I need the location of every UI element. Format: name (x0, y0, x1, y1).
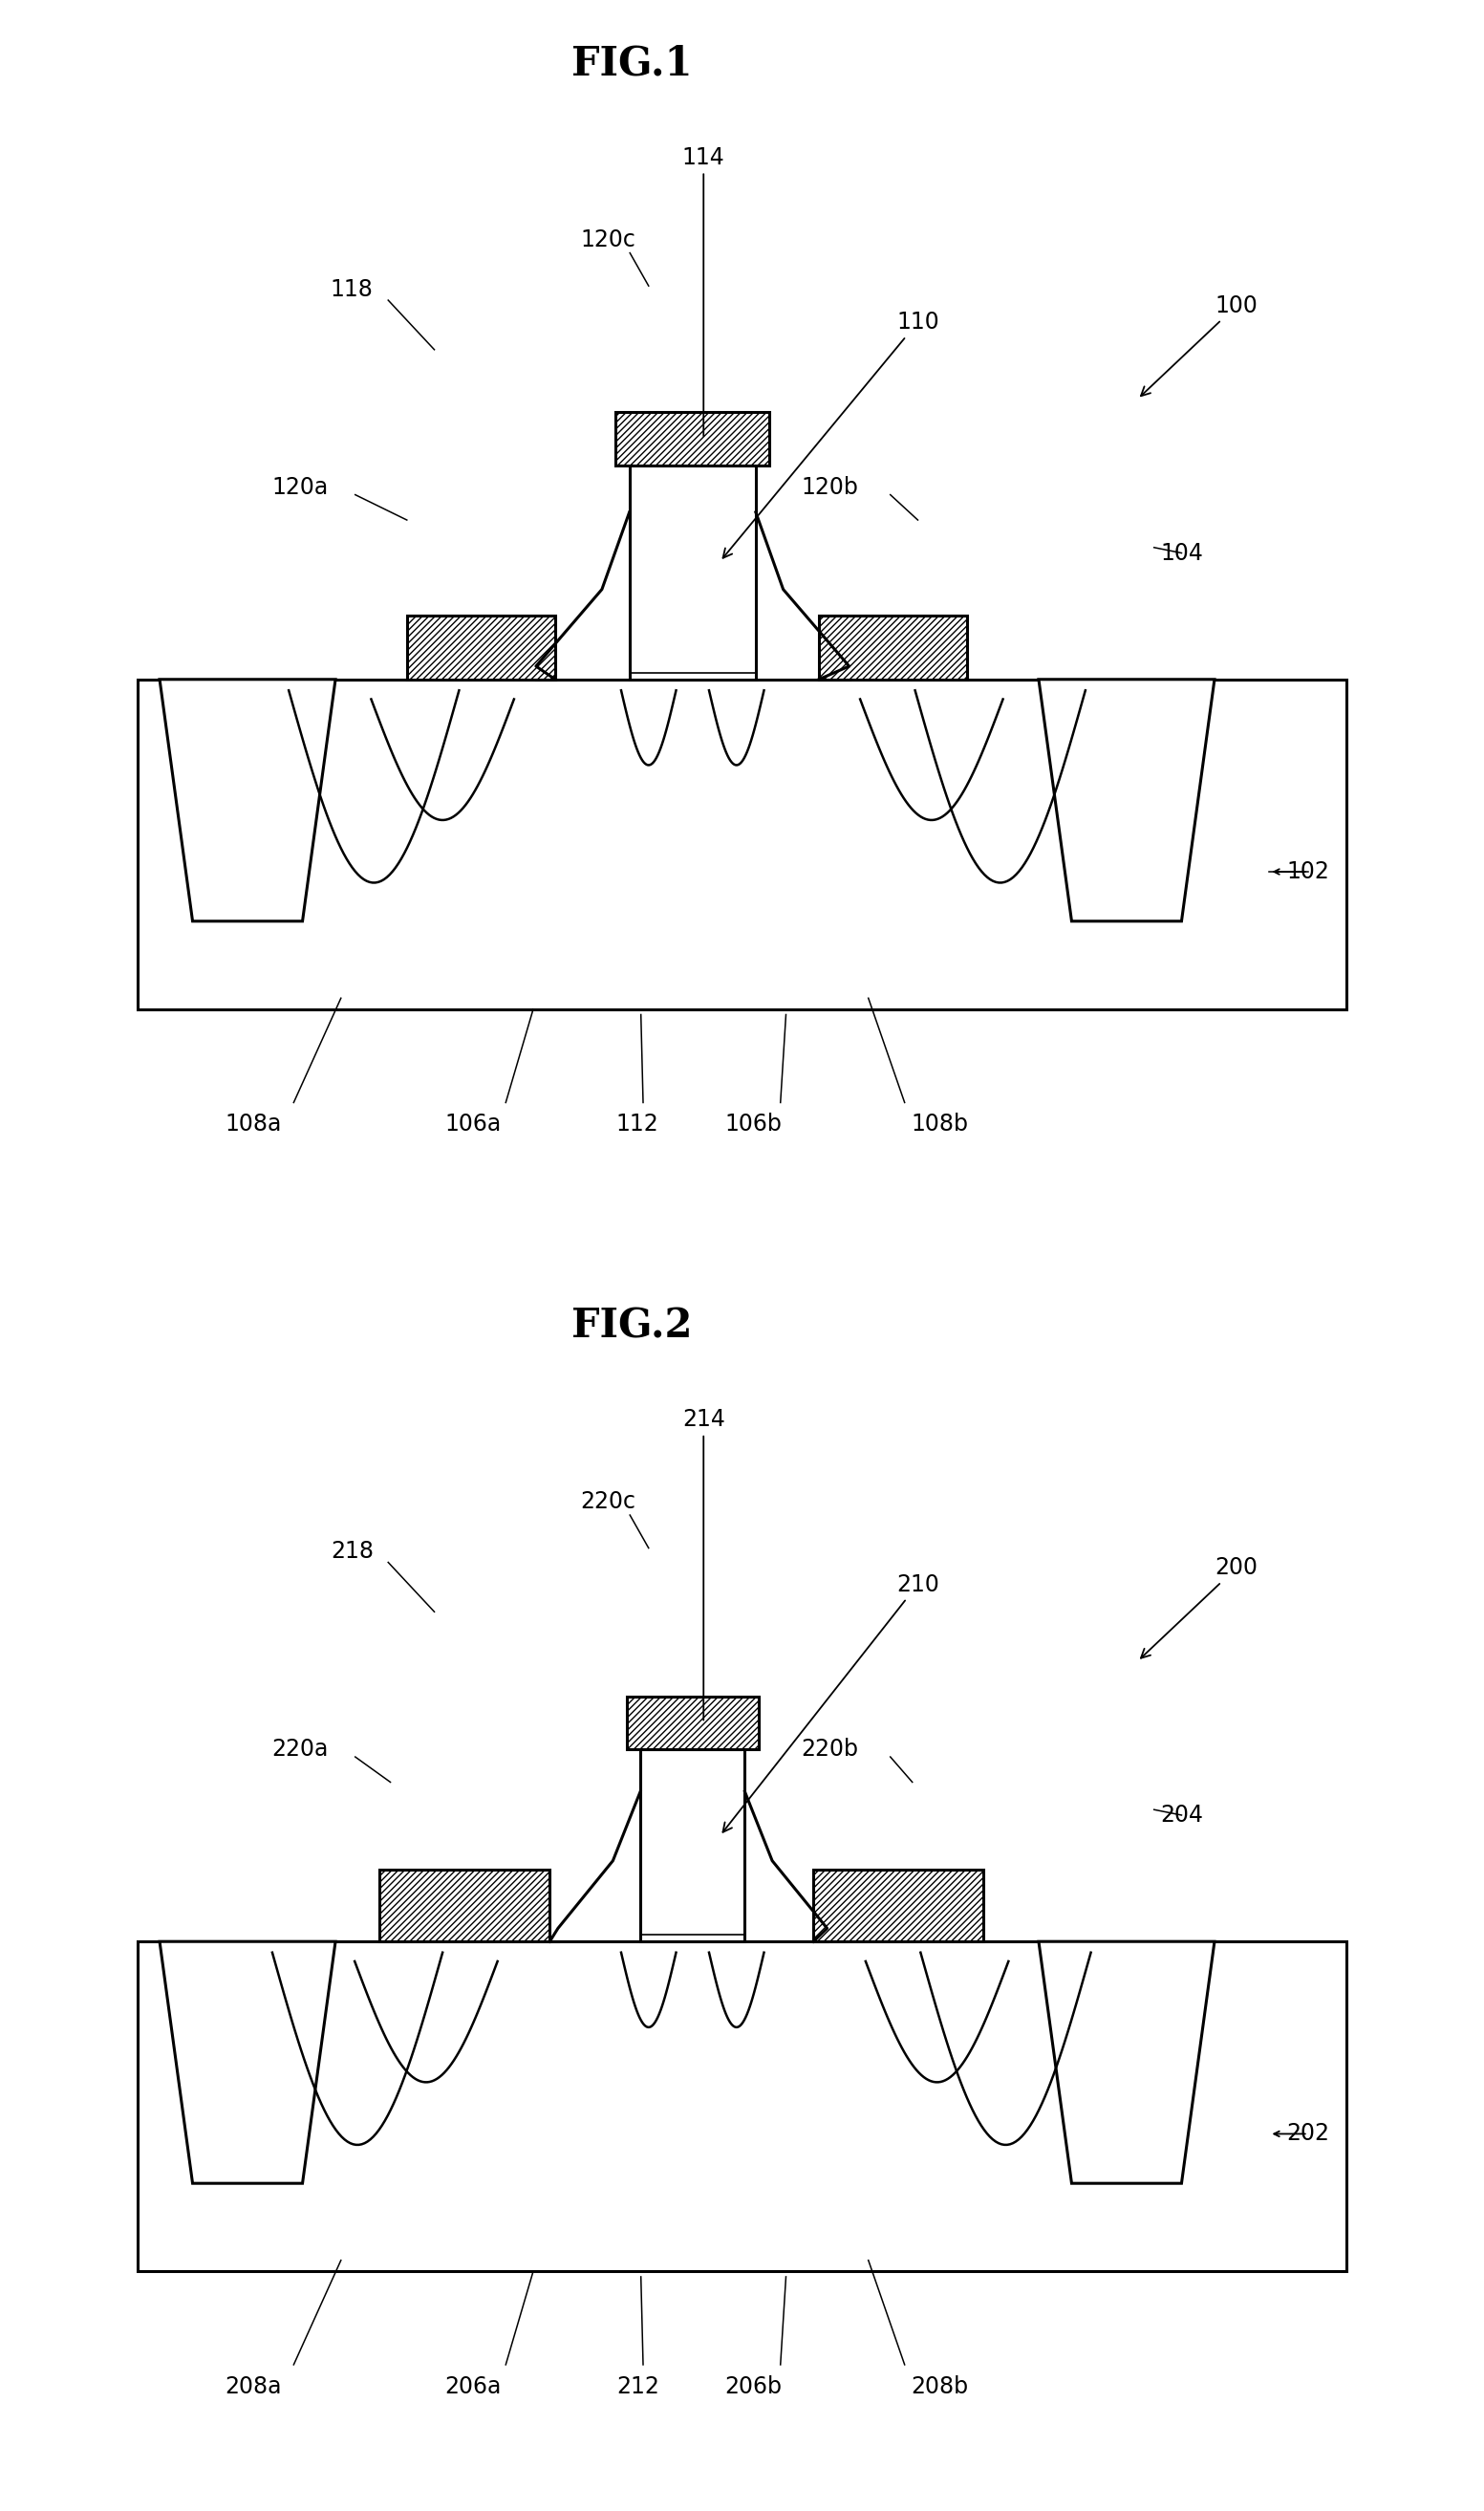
Bar (380, 1871, 549, 1941)
Bar (819, 615, 968, 680)
Text: 210: 210 (723, 1572, 939, 1833)
Bar (629, 465, 755, 680)
Text: 120b: 120b (801, 475, 859, 500)
Text: 106a: 106a (445, 1112, 502, 1135)
Polygon shape (160, 1941, 335, 2185)
Text: 220b: 220b (801, 1738, 859, 1760)
Bar (138, 680, 1346, 1009)
Text: 214: 214 (683, 1409, 726, 1720)
Polygon shape (160, 680, 335, 922)
Text: FIG.2: FIG.2 (571, 1306, 693, 1346)
Text: 204: 204 (1160, 1803, 1204, 1825)
Bar (407, 615, 555, 680)
Text: 206a: 206a (444, 2375, 502, 2398)
Text: 120c: 120c (580, 229, 635, 251)
Text: 108a: 108a (224, 1112, 282, 1135)
Polygon shape (1039, 680, 1214, 922)
Polygon shape (1039, 1941, 1214, 2185)
Text: 102: 102 (1287, 861, 1330, 884)
Bar (641, 1750, 745, 1941)
Text: 208a: 208a (224, 2375, 282, 2398)
Text: 218: 218 (331, 1539, 374, 1562)
Bar (626, 1697, 758, 1750)
Text: 120a: 120a (272, 475, 328, 500)
Text: 110: 110 (723, 311, 939, 557)
Text: 108b: 108b (911, 1112, 969, 1135)
Text: 208b: 208b (911, 2375, 969, 2398)
Text: 220a: 220a (272, 1738, 328, 1760)
Text: 200: 200 (1141, 1557, 1258, 1657)
Text: 220c: 220c (580, 1492, 635, 1514)
Bar (813, 1871, 984, 1941)
Text: 106b: 106b (724, 1112, 782, 1135)
Text: 206b: 206b (724, 2375, 782, 2398)
Text: FIG.1: FIG.1 (571, 43, 693, 83)
Bar (616, 412, 770, 465)
Bar (138, 1941, 1346, 2272)
Text: 114: 114 (683, 146, 724, 437)
Text: 202: 202 (1287, 2122, 1330, 2144)
Text: 118: 118 (331, 279, 374, 301)
Text: 112: 112 (616, 1112, 659, 1135)
Text: 104: 104 (1160, 542, 1204, 565)
Text: 100: 100 (1141, 294, 1258, 397)
Text: 212: 212 (616, 2375, 659, 2398)
